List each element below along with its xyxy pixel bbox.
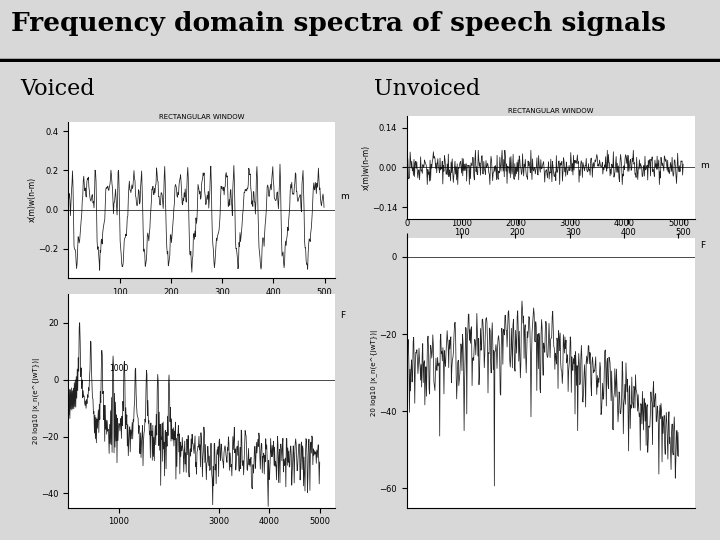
Title: RECTANGULAR WINDOW: RECTANGULAR WINDOW <box>508 109 593 114</box>
Text: F: F <box>340 311 346 320</box>
Text: Unvoiced: Unvoiced <box>374 78 480 100</box>
Text: 1000: 1000 <box>109 364 128 373</box>
Y-axis label: x(m)w(n-m): x(m)w(n-m) <box>28 177 37 222</box>
Y-axis label: 20 log10 |x_n(e^{jwT})|: 20 log10 |x_n(e^{jwT})| <box>371 329 378 416</box>
Text: m: m <box>701 161 709 170</box>
Text: F: F <box>701 241 706 250</box>
Text: Frequency domain spectra of speech signals: Frequency domain spectra of speech signa… <box>11 11 666 36</box>
Title: RECTANGULAR WINDOW: RECTANGULAR WINDOW <box>159 114 244 120</box>
Y-axis label: 20 log10 |x_n(e^{jwT})|: 20 log10 |x_n(e^{jwT})| <box>33 358 40 444</box>
Y-axis label: x(m)w(n-m): x(m)w(n-m) <box>361 145 370 190</box>
Text: m: m <box>340 192 349 201</box>
Text: Voiced: Voiced <box>20 78 95 100</box>
